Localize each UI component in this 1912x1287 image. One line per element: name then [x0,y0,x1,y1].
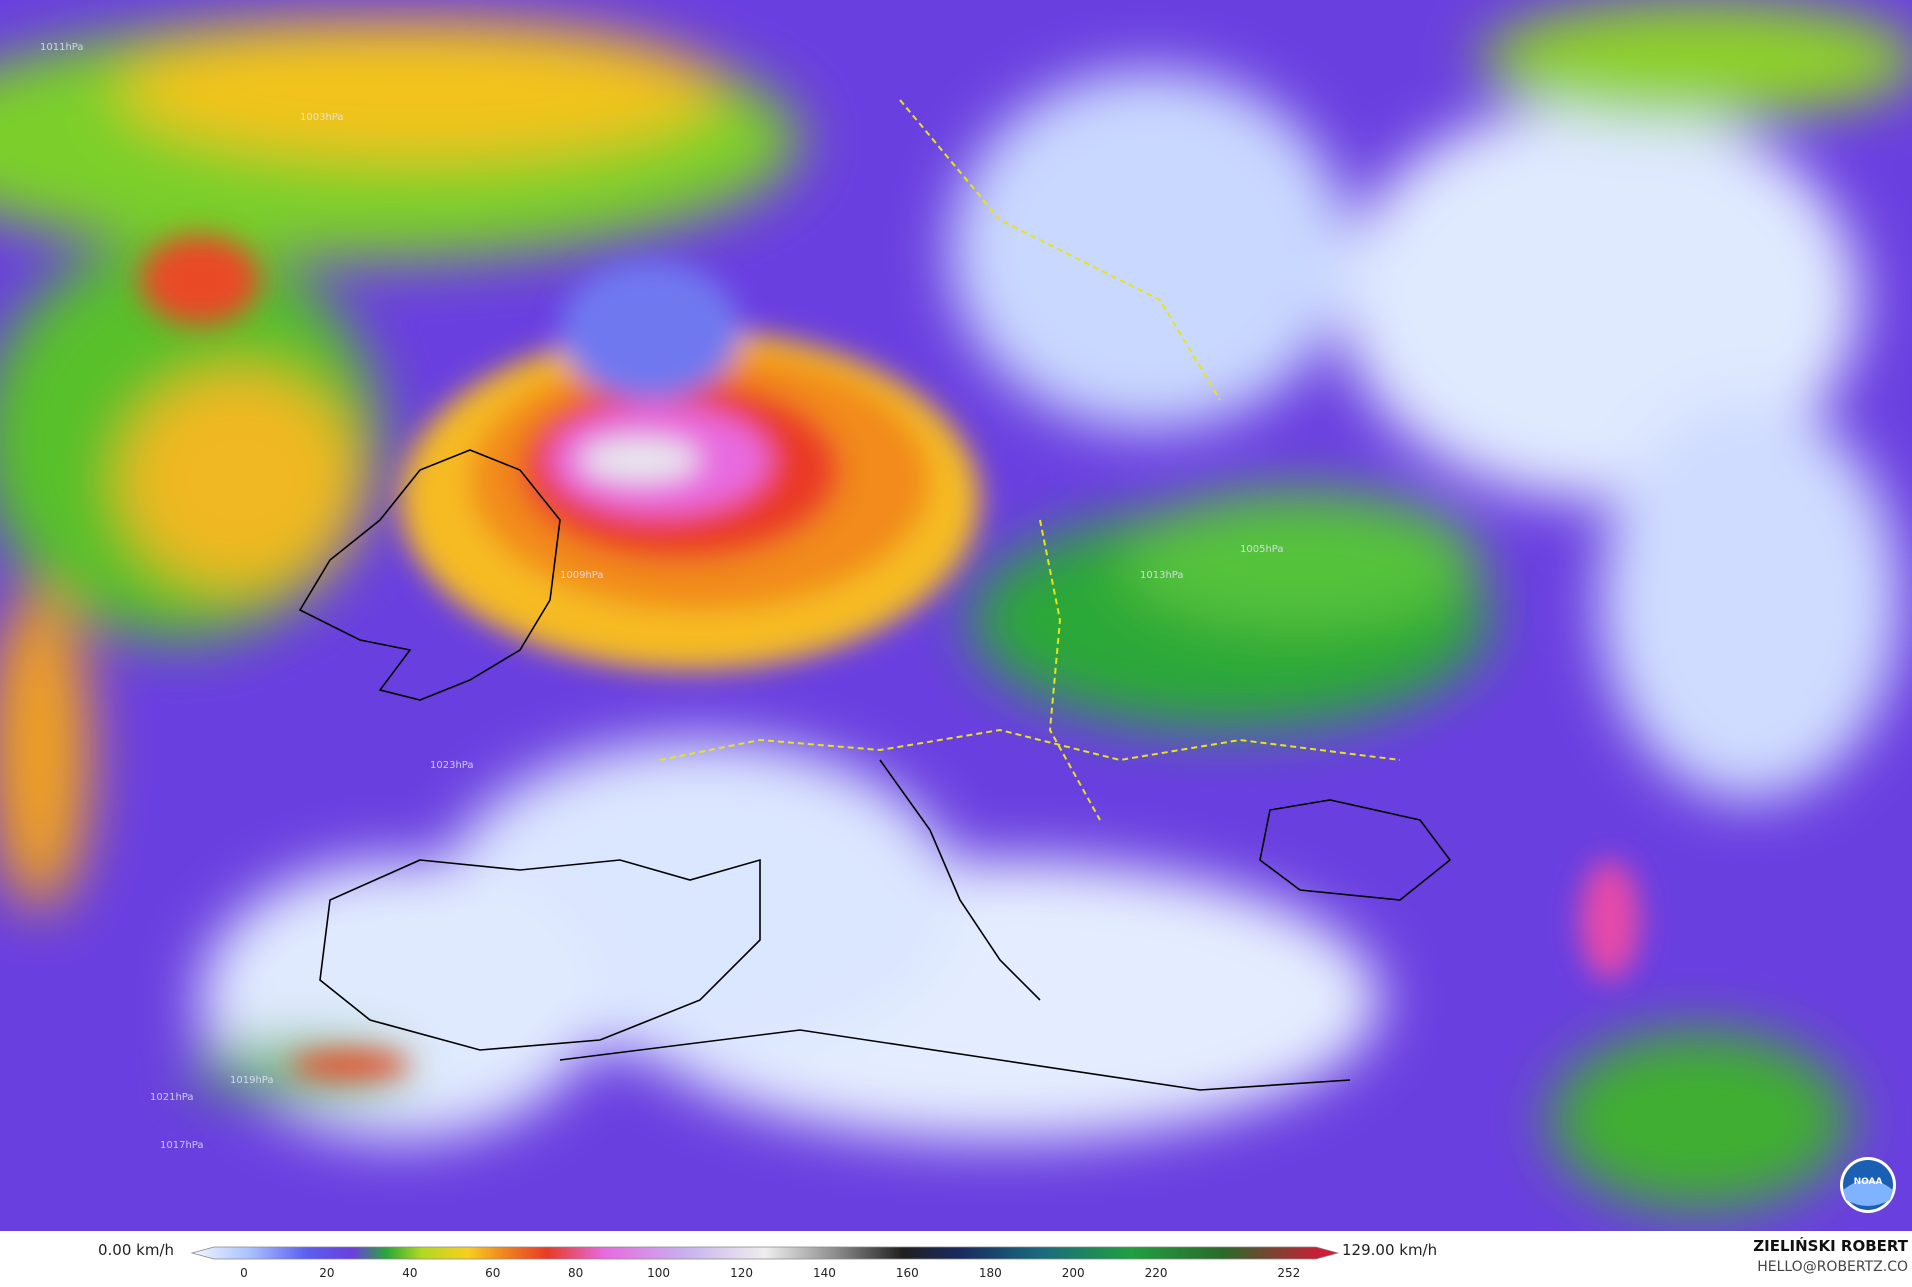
legend-max: 129.00 km/h [1342,1241,1438,1259]
colorbar-tick-label: 120 [730,1266,753,1280]
colorbar-ramp [190,1246,1340,1260]
isobar-label: 1023hPa [430,760,474,771]
colorbar-tick-label: 100 [647,1266,670,1280]
colorbar-tick-label: 40 [402,1266,417,1280]
coastlines [298,449,1452,1091]
colorbar-tick-label: 0 [240,1266,248,1280]
credit-name: ZIELIŃSKI ROBERT [1753,1237,1908,1255]
colorbar-tick-label: 180 [979,1266,1002,1280]
isobar-label: 1009hPa [560,570,604,581]
isobar-label: 1003hPa [300,112,344,123]
isobar-label: 1019hPa [230,1075,274,1086]
isobar-label: 1011hPa [40,42,84,53]
colorbar-tick-label: 60 [485,1266,500,1280]
wind-map: 1009hPa 1005hPa 1013hPa 1017hPa 1019hPa … [0,0,1912,1231]
colorbar: 0 20 40 60 80 100 120 140 160 180 200 220 252 [190,1246,1340,1280]
isobar-label: 1017hPa [160,1140,204,1151]
isobar-labels: 1009hPa 1005hPa 1013hPa 1017hPa 1019hPa … [40,42,1284,1151]
colorbar-tick-label: 160 [896,1266,919,1280]
logo-text: NOAA [1854,1177,1883,1187]
colorbar-tick-label: 80 [568,1266,583,1280]
colorbar-tick-label: 140 [813,1266,836,1280]
legend-bar: 0.00 km/h [0,1231,1912,1287]
isobar-label: 1013hPa [1140,570,1184,581]
noaa-logo: NOAA [1840,1157,1896,1213]
colorbar-tick-label: 252 [1277,1266,1300,1280]
colorbar-tick-label: 220 [1145,1266,1168,1280]
colorbar-tick-label: 20 [319,1266,334,1280]
storm [140,235,1640,1079]
legend-min: 0.00 km/h [98,1241,175,1259]
credit-email: HELLO@ROBERTZ.CO [1757,1259,1908,1275]
wind-field [0,0,1912,1210]
colorbar-tick-label: 200 [1062,1266,1085,1280]
isobar-label: 1021hPa [150,1092,194,1103]
isobar-label: 1005hPa [1240,544,1284,555]
borders [659,99,1401,821]
